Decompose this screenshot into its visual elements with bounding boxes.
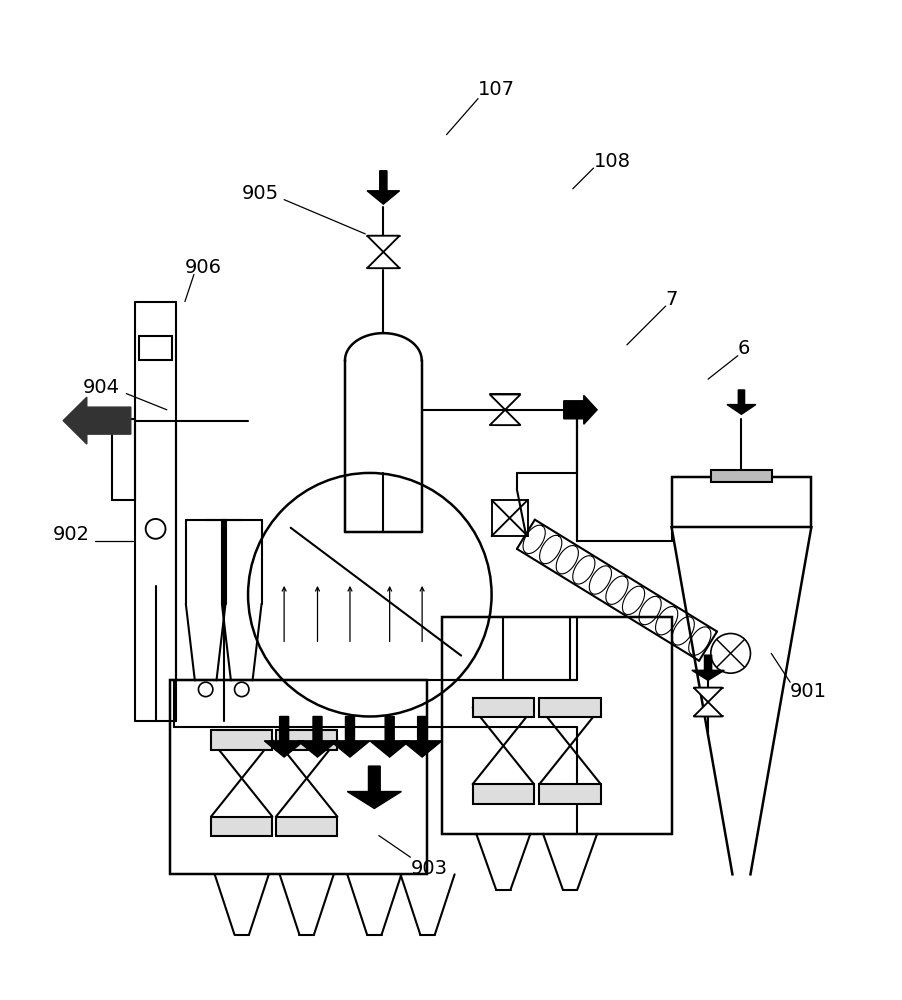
Text: 906: 906 [185,258,222,277]
Text: 901: 901 [790,682,827,701]
Polygon shape [402,716,442,757]
Text: 7: 7 [666,290,678,309]
Bar [170,680,427,874]
Bar [539,698,601,717]
Bar [473,698,534,717]
Text: 905: 905 [242,184,279,203]
Polygon shape [298,716,337,757]
Polygon shape [330,716,370,757]
Bar [112,419,135,500]
Polygon shape [367,171,400,204]
Polygon shape [347,766,401,808]
Bar [276,730,337,750]
Polygon shape [692,655,724,680]
Text: 904: 904 [83,378,120,397]
Polygon shape [490,410,520,425]
Polygon shape [370,716,410,757]
Bar [442,617,672,834]
Polygon shape [694,702,723,716]
Bar [711,470,772,482]
Polygon shape [727,390,756,414]
Bar [671,477,812,527]
Polygon shape [564,395,597,424]
Bar [139,336,172,360]
Text: 6: 6 [738,339,750,358]
Polygon shape [367,236,400,252]
Bar [211,817,272,836]
Text: 108: 108 [594,152,630,171]
Bar [539,784,601,804]
Text: 902: 902 [52,525,89,544]
Bar [211,730,272,750]
Polygon shape [367,252,400,268]
Polygon shape [490,394,520,410]
Polygon shape [264,716,304,757]
Text: 903: 903 [410,859,447,878]
Bar [276,817,337,836]
Polygon shape [63,397,131,444]
Bar [492,500,528,536]
Bar [473,784,534,804]
Polygon shape [694,688,723,702]
Text: 107: 107 [478,80,515,99]
